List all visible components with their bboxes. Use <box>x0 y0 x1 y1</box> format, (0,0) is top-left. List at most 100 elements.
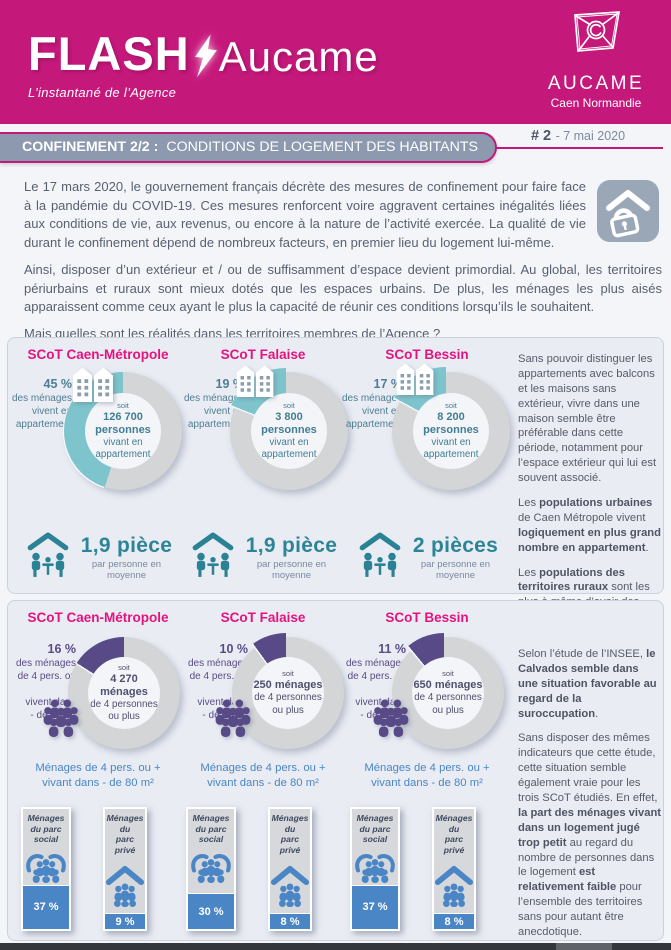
chart-title: SCoT Caen-Métropole <box>27 610 169 625</box>
donut-chart-caen-appartement: SCoT Caen-Métropole 45 % des ménages viv… <box>12 338 184 593</box>
donut-center-label: soit 3 800 personnes vivant en apparteme… <box>251 393 327 469</box>
brand-flash: FLASH <box>28 27 190 80</box>
commentary-paragraph: Sans pouvoir distinguer les appartements… <box>518 353 657 485</box>
bar-value: 8 % <box>270 913 310 929</box>
house-people-table-icon <box>356 532 404 583</box>
section-appartement-panel: SCoT Caen-Métropole 45 % des ménages viv… <box>7 337 664 653</box>
donut-side-label: 45 % des ménages vivent en appartement <box>11 377 72 431</box>
buildings-icon <box>70 364 116 407</box>
roof-over-people-icon <box>105 865 145 907</box>
house-lock-icon <box>597 180 659 247</box>
bar-parc-social: Ménages du parc social <box>350 807 400 931</box>
donut-center-label: soit 126 700 personnes vivant en apparte… <box>85 393 161 469</box>
chart-title: SCoT Falaise <box>220 347 306 362</box>
buildings-icon <box>394 360 436 400</box>
intro-text: Le 17 mars 2020, le gouvernement françai… <box>24 178 662 362</box>
rooms-sub: par personne en moyenne <box>256 558 327 581</box>
page-title-subject: CONDITIONS DE LOGEMENT DES HABITANTS <box>166 139 478 155</box>
donut-side-label: 17 % des ménages vivent en appartement <box>341 377 402 431</box>
donut: soit 250 ménages de 4 personnes ou plus <box>230 633 344 749</box>
bar-label: Ménages du parc privé <box>106 813 144 856</box>
hands-over-people-icon <box>23 849 69 883</box>
bar-chart: Ménages du parc social <box>0 807 170 931</box>
donut-center-label: soit 250 ménages de 4 personnes ou plus <box>252 657 324 729</box>
chart-title: SCoT Falaise <box>220 610 306 625</box>
title-rule <box>490 147 663 149</box>
donut-chart-falaise-suroccupation: SCoT Falaise 10 % des ménages de 4 pers.… <box>184 601 344 940</box>
rooms-metric: 1,9 pièce par personne en moyenne <box>12 532 184 583</box>
footer-strip <box>0 943 671 950</box>
roof-over-people-icon <box>270 865 310 907</box>
commentary-paragraph: Selon l’étude de l’INSEE, le Calvados se… <box>518 648 657 720</box>
donut: soit 4 270 ménages de 4 personnes ou plu… <box>68 637 180 749</box>
issue-date: - 7 mai 2020 <box>555 129 626 143</box>
logo-subtitle: Caen Normandie <box>550 96 642 110</box>
page-title: CONFINEMENT 2/2 : CONDITIONS DE LOGEMENT… <box>0 132 497 163</box>
rooms-sub: par personne en moyenne <box>420 558 491 581</box>
logo-name: AUCAME <box>547 73 645 94</box>
roof-over-people-icon <box>434 865 474 907</box>
bar-parc-prive: Ménages du parc privé <box>432 807 476 931</box>
brand-tagline: L’instantané de l’Agence <box>28 85 177 100</box>
donut-center-label: soit 8 200 personnes vivant en apparteme… <box>413 393 489 469</box>
bar-parc-social: Ménages du parc social <box>186 807 236 931</box>
people-group-icon <box>372 697 410 742</box>
people-group-icon <box>214 697 252 742</box>
bars-caption: Ménages de 4 pers. ou + vivant dans - de… <box>35 762 161 789</box>
issue-number: # 2 <box>530 128 552 144</box>
chart-title: SCoT Bessin <box>385 610 469 625</box>
commentary-paragraph: Les populations urbaines de Caen Métropo… <box>518 497 661 554</box>
bar-parc-prive: Ménages du parc privé <box>103 807 147 931</box>
buildings-icon <box>234 362 276 402</box>
donut-center-label: soit 650 ménages de 4 personnes ou plus <box>412 657 484 729</box>
page-title-topic: CONFINEMENT 2/2 : <box>22 139 159 155</box>
house-people-table-icon <box>24 532 72 583</box>
rooms-metric: 2 pièces par personne en moyenne <box>342 532 512 583</box>
donut-chart-bessin-appartement: SCoT Bessin 17 % des ménages vivent en a… <box>342 338 512 593</box>
commentary-paragraph: Sans disposer des mêmes indicateurs que … <box>518 732 662 939</box>
rooms-sub: par personne en moyenne <box>91 558 162 581</box>
aucame-logo: AUCAME Caen Normandie <box>535 8 657 110</box>
donut-chart-falaise-appartement: SCoT Falaise 19 % des ménages vivent en … <box>184 338 348 593</box>
chart-title: SCoT Bessin <box>385 347 469 362</box>
house-people-table-icon <box>189 532 237 583</box>
issue-line: # 2 - 7 mai 2020 <box>503 127 653 145</box>
bar-label: Ménages du parc social <box>356 813 394 845</box>
bar-chart: Ménages du parc social <box>170 807 328 931</box>
bar-parc-social: Ménages du parc social <box>21 807 71 931</box>
intro-paragraph: Ainsi, disposer d’un extérieur et / ou d… <box>24 261 662 315</box>
rooms-metric: 1,9 pièce par personne en moyenne <box>184 532 342 583</box>
bar-parc-prive: Ménages du parc privé <box>268 807 312 931</box>
donut-chart-bessin-suroccupation: SCoT Bessin 11 % des ménages de 4 pers. … <box>342 601 512 940</box>
section2-commentary: Selon l’étude de l’INSEE, le Calvados se… <box>518 647 661 950</box>
bar-chart: Ménages du parc social <box>328 807 498 931</box>
bar-value: 8 % <box>434 913 474 929</box>
lightning-icon <box>192 33 218 84</box>
bar-label: Ménages du parc social <box>192 813 230 845</box>
bar-label: Ménages du parc privé <box>271 813 309 856</box>
rooms-value: 1,9 pièce <box>80 533 173 557</box>
rooms-value: 2 pièces <box>412 533 499 557</box>
bar-value: 37 % <box>23 884 69 929</box>
bar-value: 30 % <box>188 893 234 929</box>
people-group-icon <box>42 697 80 742</box>
intro-paragraph: Le 17 mars 2020, le gouvernement françai… <box>24 179 586 251</box>
donut: soit 650 ménages de 4 personnes ou plus <box>388 633 504 749</box>
brand-aucame: Aucame <box>218 33 379 80</box>
bar-label: Ménages du parc social <box>27 813 65 845</box>
donut-chart-caen-suroccupation: SCoT Caen-Métropole 16 % des ménages de … <box>12 601 184 940</box>
brand: FLASH Aucame L’instantané de l’Agence <box>28 26 379 100</box>
bars-caption: Ménages de 4 pers. ou + vivant dans - de… <box>200 762 326 789</box>
bar-value: 9 % <box>105 913 145 929</box>
hands-over-people-icon <box>352 849 398 883</box>
bar-label: Ménages du parc privé <box>435 813 473 856</box>
masthead: FLASH Aucame L’instantané de l’Agence <box>0 0 671 124</box>
bars-caption: Ménages de 4 pers. ou + vivant dans - de… <box>364 762 490 789</box>
bar-value: 37 % <box>352 884 398 929</box>
aucame-sketch-icon <box>561 11 631 70</box>
donut-center-label: soit 4 270 ménages de 4 personnes ou plu… <box>88 657 160 729</box>
section-suroccupation-panel: SCoT Caen-Métropole 16 % des ménages de … <box>7 600 664 941</box>
chart-title: SCoT Caen-Métropole <box>27 347 169 362</box>
hands-over-people-icon <box>188 849 234 883</box>
